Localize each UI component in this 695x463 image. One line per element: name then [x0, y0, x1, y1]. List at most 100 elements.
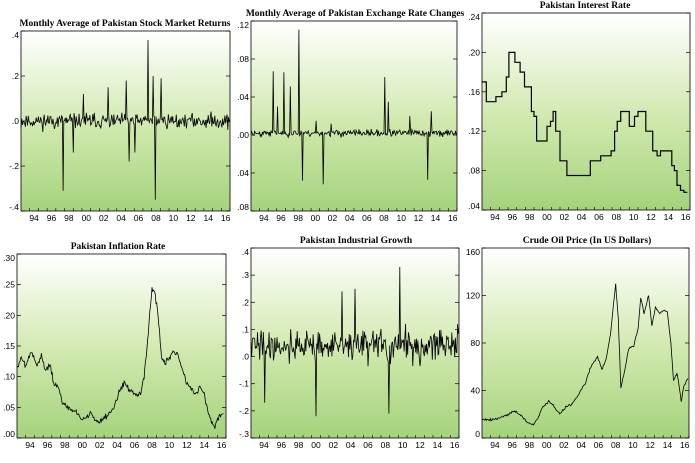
y-tick-label: .2 [12, 71, 19, 81]
y-tick-label: .4 [12, 30, 19, 40]
x-tick-label: 04 [345, 213, 355, 223]
x-tick-label: 06 [594, 440, 604, 450]
y-tick-label: .00 [3, 429, 15, 439]
x-tick-label: 02 [328, 213, 338, 223]
x-tick-label: 06 [130, 440, 140, 450]
x-tick-label: 14 [433, 440, 443, 450]
y-tick-label: .04 [468, 201, 480, 211]
x-tick-label: 98 [293, 213, 303, 223]
y-tick-label: .20 [468, 47, 480, 57]
x-tick-label: 02 [99, 213, 109, 223]
chart-title: Pakistan Industrial Growth [300, 236, 413, 246]
y-tick-label: .25 [3, 280, 15, 290]
x-tick-label: 06 [363, 440, 373, 450]
x-tick-label: 16 [450, 440, 460, 450]
x-tick-label: 14 [664, 212, 674, 222]
plot-area [250, 247, 460, 439]
x-tick-label: 94 [490, 440, 500, 450]
x-tick-label: 08 [147, 440, 157, 450]
x-tick-label: 08 [611, 440, 621, 450]
y-tick-label: .12 [468, 126, 480, 136]
plot-area [481, 12, 691, 211]
x-tick-label: 16 [217, 440, 227, 450]
y-tick-label: -.4 [9, 202, 19, 212]
y-tick-label: 0 [475, 429, 480, 439]
chart-title: Monthly Average of Pakistan Stock Market… [20, 19, 231, 29]
y-tick-label: .08 [468, 166, 480, 176]
chart-title: Pakistan Interest Rate [540, 1, 631, 11]
x-tick-label: 12 [646, 212, 656, 222]
x-tick-label: 02 [95, 440, 105, 450]
y-tick-label: .00 [237, 130, 249, 140]
chart-5: Pakistan Industrial Growth -.3 -.2 -.1 .0 .1.… [239, 236, 460, 450]
y-tick-label: .2 [242, 297, 249, 307]
x-tick-label: 06 [594, 212, 604, 222]
x-tick-label: 00 [542, 440, 552, 450]
x-tick-label: 12 [186, 213, 196, 223]
x-tick-label: 04 [112, 440, 122, 450]
x-tick-label: 06 [134, 213, 144, 223]
x-tick-label: 14 [431, 213, 441, 223]
chart-6: Crude Oil Price (In US Dollars)040801201… [466, 235, 690, 450]
x-tick-label: 14 [663, 440, 673, 450]
y-tick-label: .15 [3, 341, 15, 351]
x-tick-label: 02 [559, 440, 569, 450]
x-tick-label: 94 [25, 440, 35, 450]
y-tick-label: -.2 [9, 161, 19, 171]
plot-area [16, 253, 227, 439]
series-line [16, 287, 224, 429]
x-tick-label: 10 [165, 440, 175, 450]
y-tick-label: -.3 [239, 429, 249, 439]
x-tick-label: 02 [560, 212, 570, 222]
series-line [481, 283, 689, 426]
chart-4: Pakistan Inflation Rate .00 .05 .10 .15 .20 .2… [3, 242, 226, 450]
x-tick-label: 08 [612, 212, 622, 222]
x-tick-label: 12 [182, 440, 192, 450]
y-tick-label: 40 [471, 386, 481, 396]
y-tick-label: .1 [242, 324, 249, 334]
chart-3: Pakistan Interest Rate .04 .08 .12 .16 .20 .24… [468, 1, 690, 222]
x-tick-label: 94 [29, 213, 39, 223]
x-tick-label: 10 [396, 213, 406, 223]
y-tick-label: .0 [12, 116, 19, 126]
chart-2: Monthly Average of Pakistan Exchange Rat… [237, 9, 464, 223]
x-tick-label: 94 [490, 212, 500, 222]
series-line [20, 39, 230, 200]
series-line [250, 266, 459, 417]
y-tick-label: -.1 [239, 379, 249, 389]
x-tick-label: 98 [294, 440, 304, 450]
y-tick-label: .08 [237, 54, 249, 64]
y-tick-label: 120 [466, 291, 480, 301]
y-tick-label: .0 [242, 352, 249, 362]
y-tick-label: .24 [468, 12, 480, 22]
x-tick-label: 00 [542, 212, 552, 222]
plot-area [20, 30, 231, 212]
x-tick-label: 94 [259, 440, 269, 450]
x-tick-label: 12 [414, 213, 424, 223]
y-tick-label: .08 [237, 202, 249, 212]
x-tick-label: 00 [311, 213, 321, 223]
x-tick-label: 08 [151, 213, 161, 223]
chart-title: Pakistan Inflation Rate [71, 242, 165, 252]
y-tick-label: 80 [471, 338, 481, 348]
y-tick-label: .20 [3, 310, 15, 320]
plot-area [481, 247, 690, 439]
x-tick-label: 04 [576, 440, 586, 450]
x-tick-label: 00 [82, 213, 92, 223]
y-tick-label: .3 [242, 270, 249, 280]
x-tick-label: 08 [381, 440, 391, 450]
x-tick-label: 04 [116, 213, 126, 223]
x-tick-label: 98 [64, 213, 74, 223]
y-tick-label: .05 [3, 402, 15, 412]
x-tick-label: 96 [508, 212, 518, 222]
y-tick-label: -.2 [239, 406, 249, 416]
x-tick-label: 16 [680, 440, 690, 450]
x-tick-label: 10 [169, 213, 179, 223]
x-tick-label: 98 [525, 212, 535, 222]
y-tick-label: .4 [242, 247, 249, 257]
x-tick-label: 16 [221, 213, 231, 223]
x-tick-label: 96 [507, 440, 517, 450]
y-tick-label: 160 [466, 247, 480, 257]
x-tick-label: 96 [43, 440, 53, 450]
